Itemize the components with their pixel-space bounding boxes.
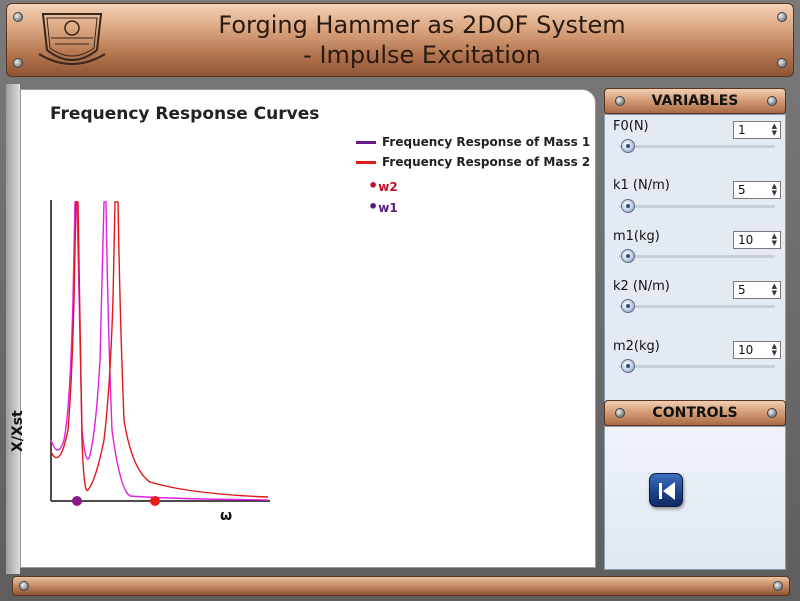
k1-slider-track[interactable] (619, 205, 775, 208)
var-label-f0: F0(N) (613, 119, 649, 134)
spinner-arrows-icon[interactable]: ▲ ▼ (771, 122, 777, 137)
k1-spinner[interactable]: 5 ▲ ▼ (733, 181, 781, 199)
var-label-k1: k1 (N/m) (613, 178, 670, 193)
screw-icon (777, 12, 787, 22)
spinner-arrows-icon[interactable]: ▲ ▼ (771, 282, 777, 297)
f0-value[interactable]: 1 (738, 123, 746, 137)
spinner-arrows-icon[interactable]: ▲ ▼ (771, 182, 777, 197)
marker-label-w2-text: w2 (378, 180, 398, 194)
side-panel: VARIABLES F0(N) 1 ▲ ▼ k1 (N/m) 5 ▲ ▼ m1(kg) … (604, 88, 786, 570)
screw-icon (777, 58, 787, 68)
marker-label-w1: •w1 (368, 197, 398, 216)
variables-panel: F0(N) 1 ▲ ▼ k1 (N/m) 5 ▲ ▼ m1(kg) 10 ▲ ▼ k2 (N… (604, 114, 786, 402)
panel-bezel (6, 84, 20, 574)
step-back-button[interactable] (649, 473, 683, 507)
f0-spinner[interactable]: 1 ▲ ▼ (733, 121, 781, 139)
k2-slider-thumb[interactable] (621, 299, 635, 313)
m2-spinner[interactable]: 10 ▲ ▼ (733, 341, 781, 359)
k2-slider-track[interactable] (619, 305, 775, 308)
x-axis-label: ω (220, 508, 233, 524)
legend-swatch-mass1 (356, 140, 376, 144)
legend-item-mass1: Frequency Response of Mass 1 (356, 135, 590, 149)
variables-header: VARIABLES (604, 88, 786, 114)
curve-mass2 (50, 201, 269, 498)
k2-value[interactable]: 5 (738, 283, 746, 297)
k2-spinner[interactable]: 5 ▲ ▼ (733, 281, 781, 299)
variables-header-label: VARIABLES (651, 93, 739, 109)
var-label-m2: m2(kg) (613, 339, 660, 354)
plot-panel (20, 89, 596, 568)
m1-value[interactable]: 10 (738, 233, 754, 247)
legend-swatch-mass2 (356, 160, 376, 164)
w2-marker-dot (150, 496, 160, 506)
screw-icon (19, 581, 29, 591)
m1-slider-track[interactable] (619, 255, 775, 258)
plot-title: Frequency Response Curves (50, 104, 320, 124)
page-title: Forging Hammer as 2DOF System (218, 11, 626, 39)
screw-icon (13, 12, 23, 22)
var-label-m1: m1(kg) (613, 229, 660, 244)
legend-label-mass1: Frequency Response of Mass 1 (382, 135, 591, 149)
var-label-k2: k2 (N/m) (613, 279, 670, 294)
w1-marker-dot (72, 496, 82, 506)
screw-icon (615, 408, 625, 418)
m1-slider-thumb[interactable] (621, 249, 635, 263)
k1-slider-thumb[interactable] (621, 199, 635, 213)
m2-slider-track[interactable] (619, 365, 775, 368)
screw-icon (13, 58, 23, 68)
f0-slider-track[interactable] (619, 145, 775, 148)
m2-value[interactable]: 10 (738, 343, 754, 357)
screw-icon (767, 96, 777, 106)
spinner-arrows-icon[interactable]: ▲ ▼ (771, 232, 777, 247)
legend-label-mass2: Frequency Response of Mass 2 (382, 155, 591, 169)
marker-label-w1-text: w1 (378, 201, 398, 215)
y-axis-label: X/Xst (10, 410, 26, 452)
controls-header: CONTROLS (604, 400, 786, 426)
footer-bar (12, 576, 790, 596)
m1-spinner[interactable]: 10 ▲ ▼ (733, 231, 781, 249)
controls-header-label: CONTROLS (652, 405, 738, 421)
marker-label-w2: •w2 (368, 176, 398, 195)
institute-logo-icon (38, 13, 106, 65)
controls-panel (604, 426, 786, 570)
k1-value[interactable]: 5 (738, 183, 746, 197)
spinner-arrows-icon[interactable]: ▲ ▼ (771, 342, 777, 357)
page-subtitle: - Impulse Excitation (303, 41, 541, 69)
screw-icon (773, 581, 783, 591)
screw-icon (767, 408, 777, 418)
screw-icon (615, 96, 625, 106)
legend-item-mass2: Frequency Response of Mass 2 (356, 155, 590, 169)
header-banner: Forging Hammer as 2DOF System - Impulse … (6, 3, 794, 77)
m2-slider-thumb[interactable] (621, 359, 635, 373)
curve-mass1 (50, 201, 269, 501)
f0-slider-thumb[interactable] (621, 139, 635, 153)
step-back-icon[interactable] (650, 474, 684, 508)
